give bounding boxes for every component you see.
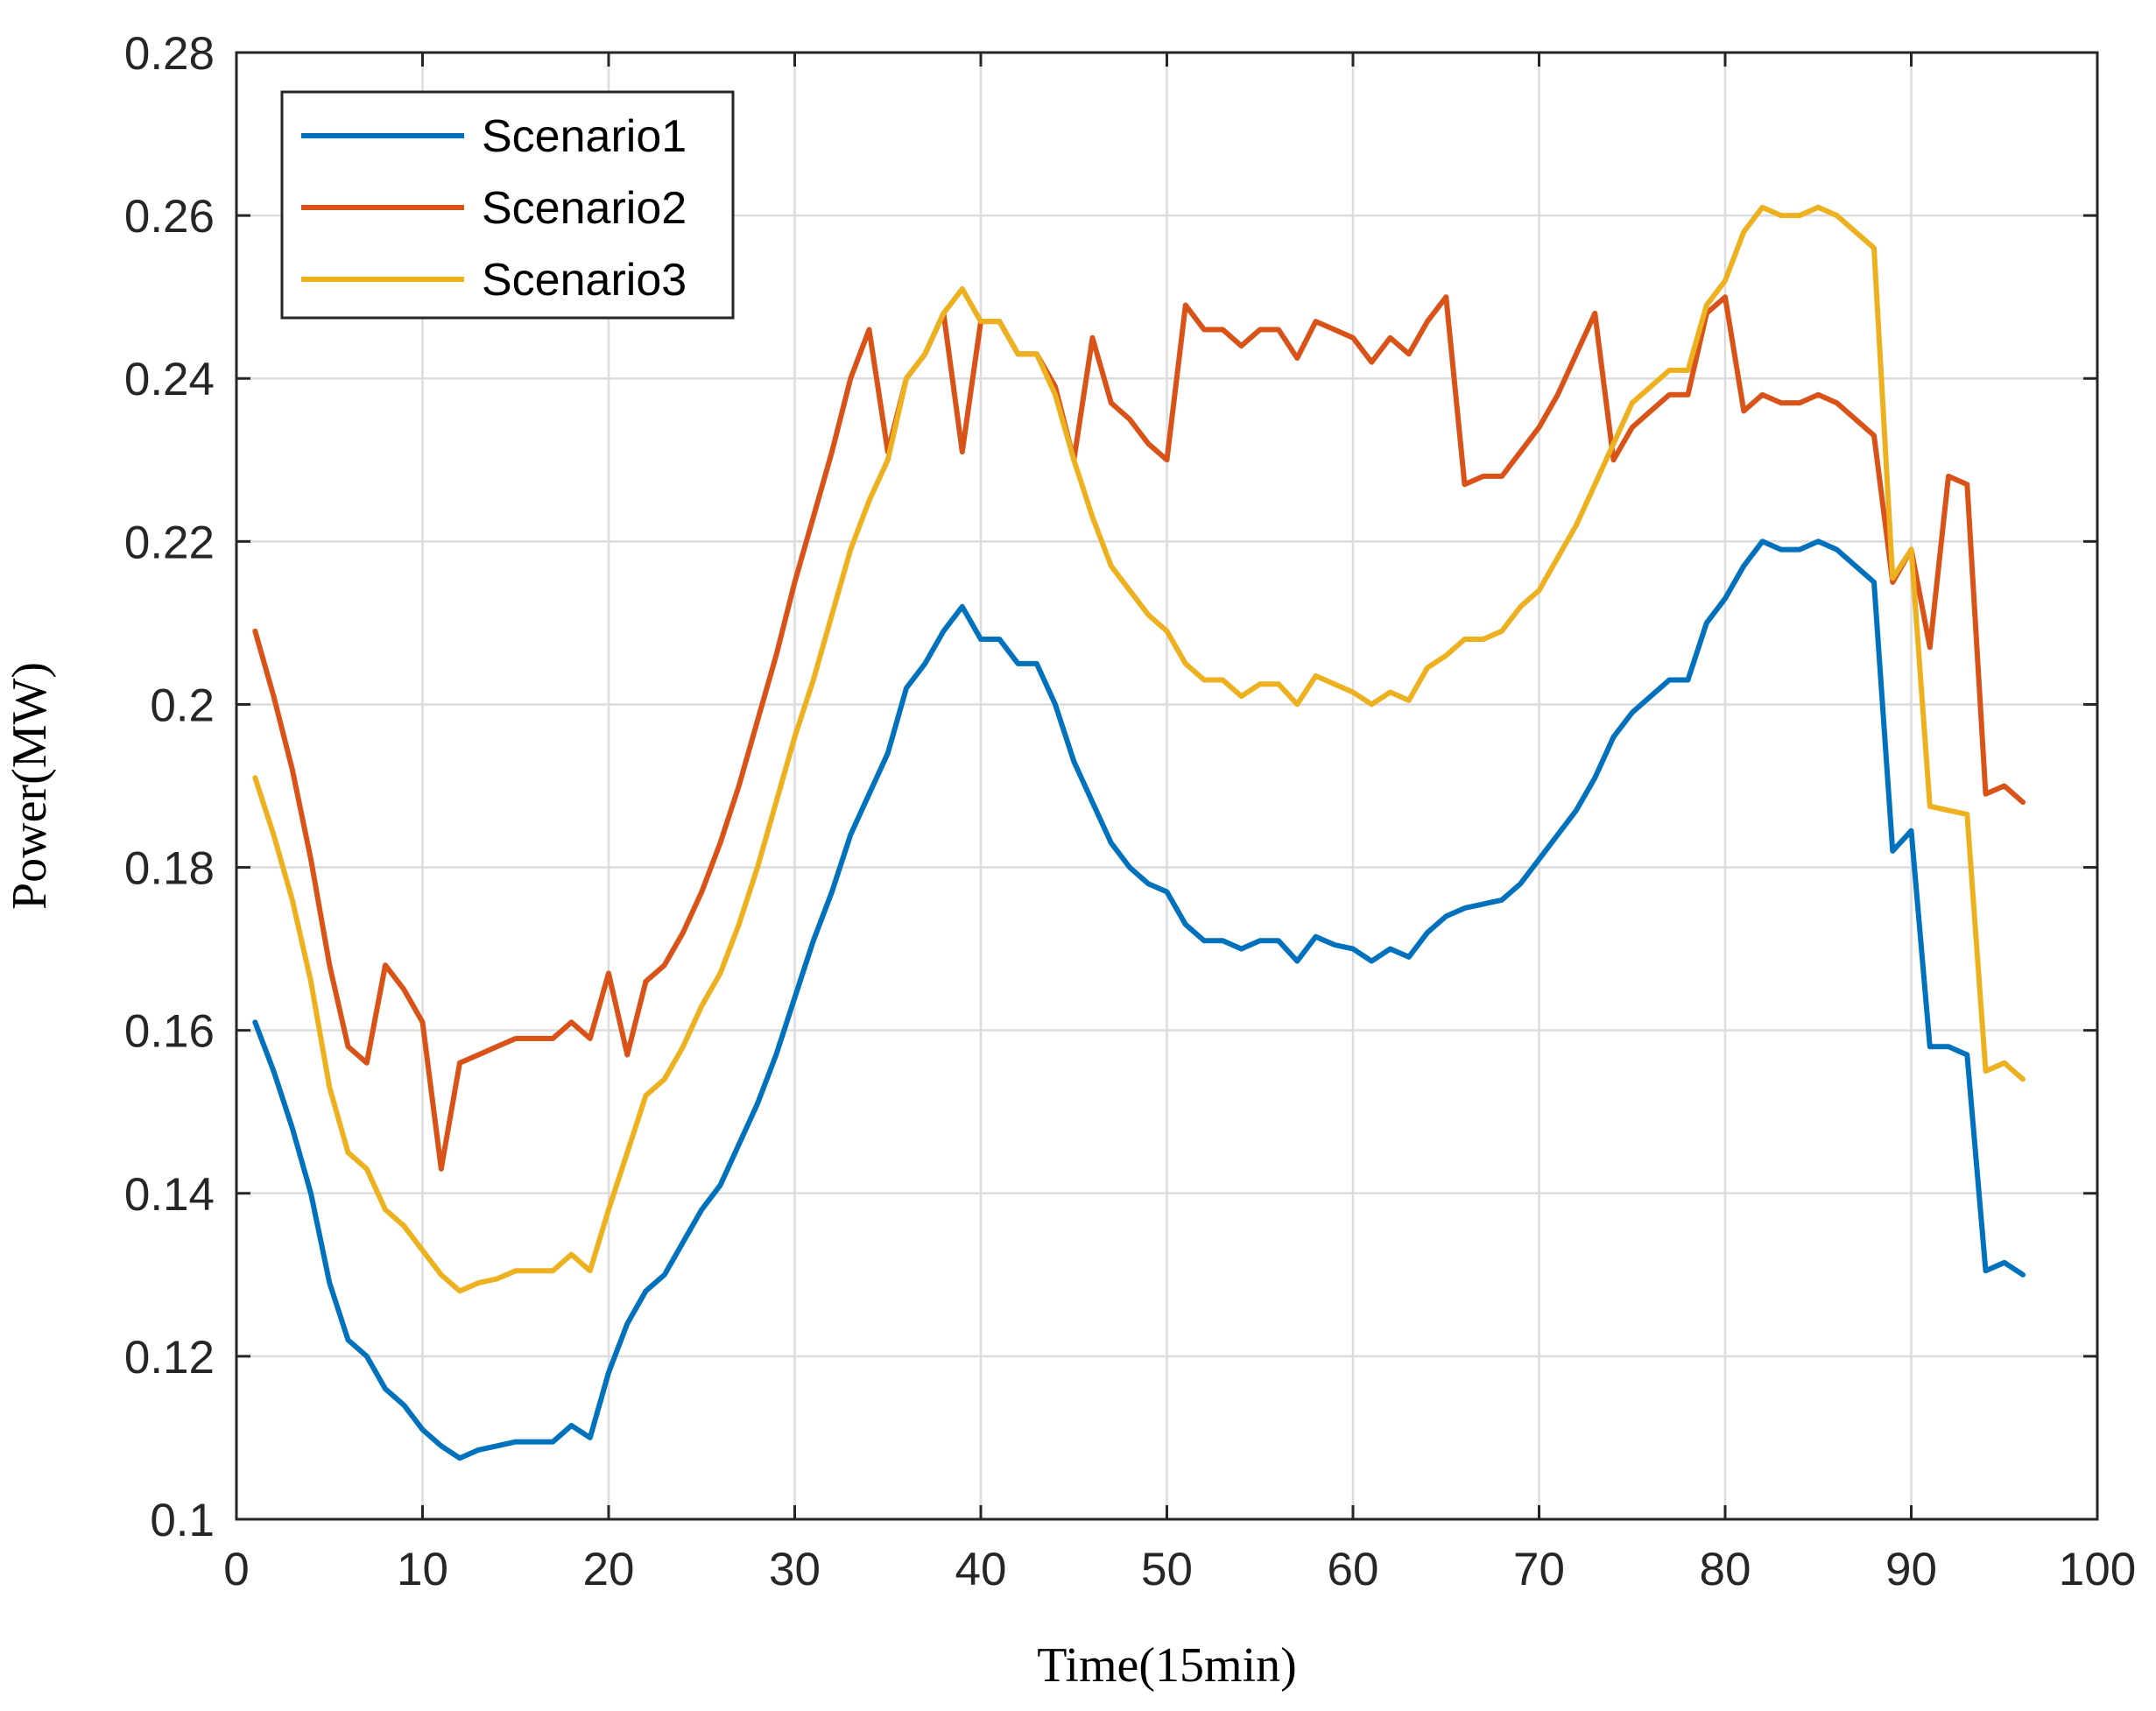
- x-tick-label: 20: [583, 1544, 635, 1595]
- y-tick-label: 0.24: [124, 354, 215, 405]
- legend: Scenario1 Scenario2 Scenario3: [280, 90, 735, 320]
- x-tick-label: 0: [223, 1544, 249, 1595]
- x-tick-label: 60: [1328, 1544, 1379, 1595]
- legend-label-scenario2: Scenario2: [482, 183, 687, 234]
- series-line-scenario3: [252, 204, 2026, 1294]
- x-tick-label: 80: [1700, 1544, 1751, 1595]
- y-tick-label: 0.16: [124, 1006, 215, 1058]
- x-tick-label: 10: [397, 1544, 448, 1595]
- y-tick-label: 0.2: [150, 679, 215, 731]
- y-tick-label: 0.1: [150, 1495, 215, 1546]
- legend-label-scenario1: Scenario1: [482, 111, 687, 162]
- y-tick-label: 0.12: [124, 1332, 215, 1384]
- series-lines: [252, 204, 2026, 1461]
- x-tick-label: 90: [1885, 1544, 1937, 1595]
- y-tick-label: 0.22: [124, 517, 215, 568]
- y-tick-label: 0.18: [124, 843, 215, 895]
- y-axis-label: Power(MW): [3, 662, 57, 910]
- x-tick-label: 70: [1513, 1544, 1565, 1595]
- series-line-scenario1: [252, 539, 2026, 1461]
- x-tick-label: 100: [2059, 1544, 2136, 1595]
- legend-label-scenario3: Scenario3: [482, 255, 687, 306]
- y-axis-ticks: 0.1 0.12 0.14 0.16 0.18 0.2 0.22 0.24 0.26 0.28: [124, 28, 2097, 1546]
- y-tick-label: 0.26: [124, 191, 215, 243]
- series-line-scenario2: [252, 294, 2026, 1172]
- x-tick-label: 30: [769, 1544, 821, 1595]
- x-tick-label: 50: [1141, 1544, 1193, 1595]
- y-tick-label: 0.14: [124, 1169, 215, 1221]
- x-axis-label: Time(15min): [1037, 1638, 1297, 1693]
- y-tick-label: 0.28: [124, 28, 215, 80]
- x-axis-ticks: 0 10 20 30 40 50 60 70 80 90 100: [223, 53, 2136, 1595]
- x-tick-label: 40: [955, 1544, 1007, 1595]
